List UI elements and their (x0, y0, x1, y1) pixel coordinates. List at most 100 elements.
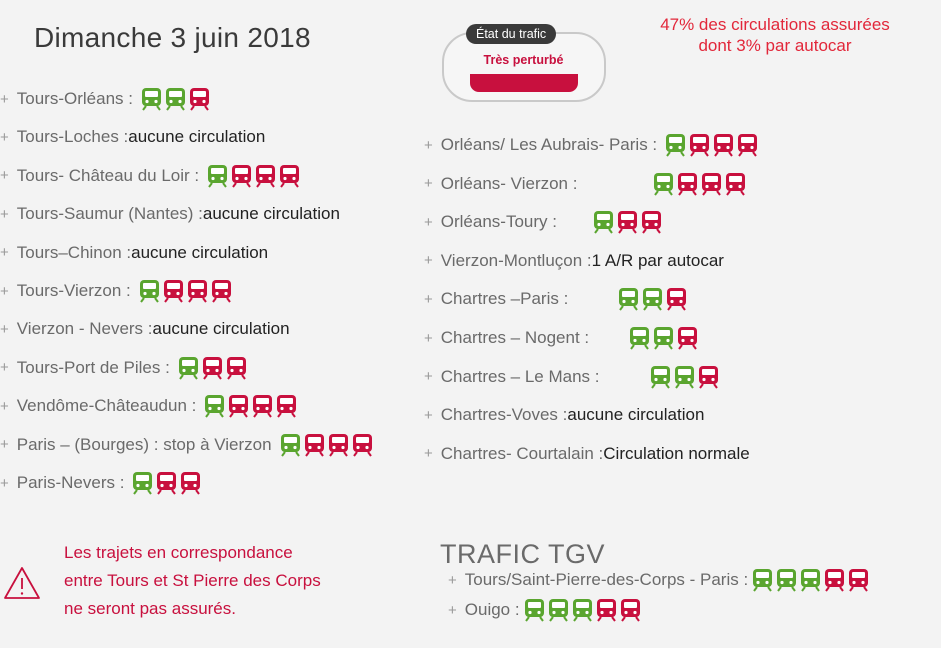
train-running-icon (205, 395, 225, 418)
bullet-plus-icon: + (424, 175, 433, 193)
train-cancelled-icon (328, 433, 348, 457)
date-title: Dimanche 3 juin 2018 (34, 22, 311, 53)
train-running-icon (165, 88, 185, 111)
route-name: Orléans-Toury : (440, 212, 557, 232)
train-cancelled-icon (253, 395, 273, 418)
train-cancelled-icon (352, 433, 372, 457)
train-running-icon (619, 288, 639, 311)
train-cancelled-icon (189, 88, 209, 111)
warning-line3: ne seront pas assurés. (64, 599, 236, 618)
route-name: Tours-Port de Piles : (16, 357, 170, 377)
traffic-status-widget: État du trafic Très perturbé (440, 22, 607, 102)
route-name: Tours/Saint-Pierre-des-Corps - Paris : (464, 570, 749, 589)
bullet-plus-icon: + (424, 290, 433, 308)
route-status: aucune circulation (128, 127, 266, 147)
bullet-plus-icon: + (0, 244, 9, 262)
bullet-plus-icon: + (448, 601, 457, 619)
train-icons-group (593, 210, 662, 234)
route-status: aucune circulation (202, 204, 340, 224)
route-row: + Orléans-Toury : (424, 209, 662, 235)
bullet-plus-icon: + (0, 397, 9, 415)
bullet-plus-icon: + (0, 128, 9, 146)
route-status: aucune circulation (567, 405, 705, 425)
route-name: Tours–Chinon : (16, 242, 132, 262)
train-icons-group (653, 172, 746, 196)
train-icons-group (752, 568, 869, 592)
bullet-plus-icon: + (424, 406, 433, 424)
train-cancelled-icon (277, 395, 297, 418)
warning-line1: Les trajets en correspondance (64, 543, 293, 562)
traffic-status-value: Très perturbé (483, 53, 564, 67)
train-running-icon (593, 211, 613, 234)
train-cancelled-icon (596, 599, 616, 622)
train-cancelled-icon (202, 356, 222, 380)
train-cancelled-icon (690, 134, 710, 157)
bullet-plus-icon: + (424, 136, 433, 154)
train-icons-group (178, 356, 247, 380)
warning-message: Les trajets en correspondance entre Tour… (64, 539, 321, 623)
route-status: 1 A/R par autocar (591, 250, 724, 270)
train-running-icon (777, 569, 797, 592)
train-running-icon (630, 327, 650, 350)
route-row: + Tours–Chinon : aucune circulation (0, 240, 268, 266)
route-name: Vendôme-Châteaudun : (16, 396, 197, 416)
train-icons-group (524, 598, 641, 622)
circulation-note: 47% des circulations assurées dont 3% pa… (630, 14, 920, 56)
route-row: + Tours-Loches : aucune circulation (0, 124, 265, 150)
train-icons-group (650, 365, 719, 389)
route-row: + Chartres- Courtalain : Circulation norm… (424, 441, 750, 467)
route-row: + Paris-Nevers : (0, 470, 201, 496)
route-name: Paris – (Bourges) : stop à Vierzon (16, 434, 272, 454)
train-running-icon (178, 356, 198, 380)
route-name: Vierzon-Montluçon : (440, 250, 592, 270)
train-cancelled-icon (641, 211, 661, 234)
warning-line2: entre Tours et St Pierre des Corps (64, 571, 321, 590)
train-cancelled-icon (702, 172, 722, 196)
route-name: Chartres – Nogent : (440, 328, 590, 347)
bullet-plus-icon: + (0, 474, 9, 492)
traffic-status-gauge-bar (470, 74, 578, 92)
train-running-icon (280, 433, 300, 457)
train-cancelled-icon (304, 433, 324, 457)
train-icons-group (139, 279, 232, 303)
route-row: + Chartres –Paris : (424, 286, 687, 312)
train-running-icon (548, 599, 568, 622)
train-icons-group (204, 394, 297, 418)
train-cancelled-icon (226, 356, 246, 380)
route-row: + Paris – (Bourges) : stop à Vierzon (0, 432, 373, 458)
route-name: Chartres –Paris : (440, 289, 569, 309)
route-name: Chartres – Le Mans : (440, 366, 600, 386)
train-icons-group (665, 133, 758, 157)
route-name: Tours-Saumur (Nantes) : (16, 204, 203, 224)
train-running-icon (643, 288, 663, 311)
route-name: Orléans- Vierzon : (440, 173, 578, 193)
train-cancelled-icon (229, 395, 249, 418)
train-running-icon (141, 88, 161, 111)
train-icons-group (132, 471, 201, 495)
bullet-plus-icon: + (424, 329, 433, 347)
route-row: + Tours- Château du Loir : (0, 163, 300, 189)
train-running-icon (524, 599, 544, 622)
bullet-plus-icon: + (0, 205, 9, 223)
route-row: + Ouigo : (448, 597, 641, 623)
route-name: Tours- Château du Loir : (16, 165, 200, 185)
route-row: + Chartres – Nogent : (424, 325, 698, 351)
train-cancelled-icon (678, 327, 698, 350)
route-name: Tours-Orléans : (16, 89, 133, 108)
route-name: Tours-Vierzon : (16, 281, 131, 300)
train-cancelled-icon (849, 569, 869, 592)
route-row: + Tours-Vierzon : (0, 278, 232, 304)
route-row: + Tours-Port de Piles : (0, 355, 247, 381)
route-row: + Vierzon-Montluçon : 1 A/R par autocar (424, 248, 724, 274)
circulation-note-line2: dont 3% par autocar (698, 36, 852, 55)
route-status: aucune circulation (131, 242, 269, 262)
bullet-plus-icon: + (0, 167, 9, 185)
train-cancelled-icon (667, 288, 687, 311)
route-row: + Vendôme-Châteaudun : (0, 393, 297, 419)
bullet-plus-icon: + (424, 368, 433, 386)
train-running-icon (133, 472, 153, 495)
route-name: Paris-Nevers : (16, 473, 125, 492)
route-row: + Vierzon - Nevers : aucune circulation (0, 316, 290, 342)
circulation-note-line1: 47% des circulations assurées (660, 15, 890, 34)
traffic-status-label: État du trafic (466, 24, 557, 44)
